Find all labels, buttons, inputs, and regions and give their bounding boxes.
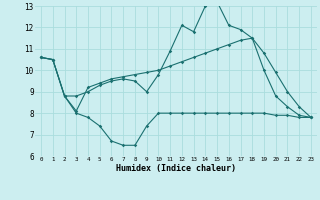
X-axis label: Humidex (Indice chaleur): Humidex (Indice chaleur): [116, 164, 236, 173]
